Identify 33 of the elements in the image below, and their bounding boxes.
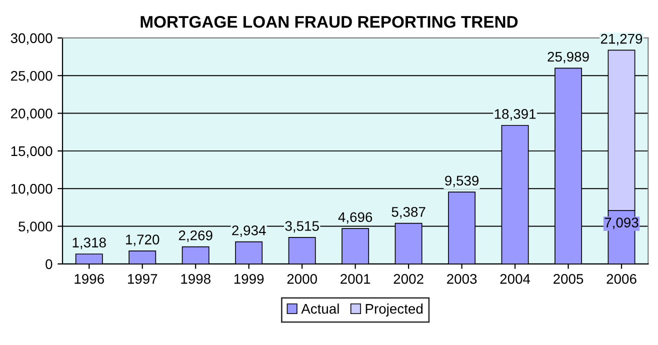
data-label: 5,387 <box>392 207 426 218</box>
data-label: 2,934 <box>232 225 266 237</box>
y-tick-label: 15,000 <box>11 146 52 158</box>
y-tick-label: 20,000 <box>11 108 52 120</box>
x-tick-label: 2002 <box>394 274 424 284</box>
y-tick-label: 5,000 <box>18 222 52 234</box>
x-tick-label: 2005 <box>554 274 584 284</box>
data-label: 9,539 <box>445 176 479 188</box>
chart-title: MORTGAGE LOAN FRAUD REPORTING TREND <box>140 16 518 28</box>
data-label: 7,093 <box>604 218 638 230</box>
x-tick-label: 2003 <box>447 274 477 284</box>
data-label: 21,279 <box>600 34 642 46</box>
data-label: 1,720 <box>126 234 160 246</box>
y-tick-label: 10,000 <box>11 184 52 196</box>
data-label: 1,318 <box>72 238 106 250</box>
y-tick-label: 25,000 <box>11 70 52 82</box>
x-tick-label: 1998 <box>181 274 210 284</box>
x-tick-label: 2006 <box>606 274 636 284</box>
data-label: 25,989 <box>548 52 589 64</box>
legend-label: Projected <box>366 304 423 316</box>
x-tick-label: 2001 <box>340 274 370 284</box>
data-label: 2,269 <box>178 230 212 242</box>
x-tick-label: 2004 <box>500 274 530 284</box>
y-tick-label: 30,000 <box>10 33 52 45</box>
legend-label: Actual <box>301 304 339 314</box>
x-tick-label: 1997 <box>128 274 158 284</box>
x-tick-label: 1999 <box>234 274 264 284</box>
x-tick-label: 1996 <box>74 274 104 284</box>
y-tick-label: 0 <box>46 259 52 270</box>
data-label: 18,391 <box>494 109 536 121</box>
x-tick-label: 2000 <box>287 274 317 284</box>
data-label: 4,696 <box>338 212 372 224</box>
data-label: 3,515 <box>285 221 319 233</box>
